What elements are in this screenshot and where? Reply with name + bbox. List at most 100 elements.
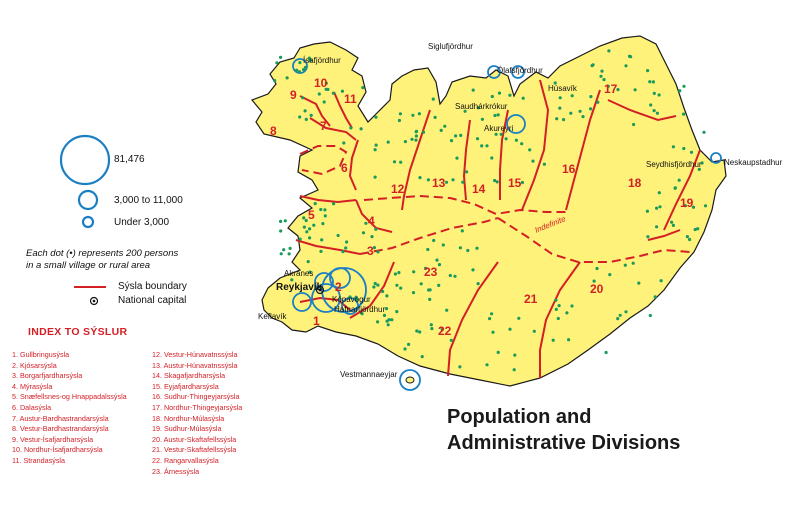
index-title: INDEX TO SÝSLUR [28, 326, 128, 338]
population-dot [309, 113, 313, 117]
index-entry: 6. Dalasýsla [12, 402, 52, 412]
population-dot [476, 106, 480, 110]
place-hafnarfjordhur: Hafnarfjördhur [334, 305, 386, 314]
population-dot [403, 140, 407, 144]
index-entry: 14. Skagafjardharsýsla [152, 371, 226, 381]
population-dot [374, 143, 378, 147]
population-dot [485, 363, 489, 367]
index-entry: 12. Vestur-Húnavatnssýsla [152, 350, 238, 359]
population-dot [657, 191, 661, 195]
population-dot [531, 159, 535, 163]
population-dot [562, 118, 566, 122]
population-dot [308, 58, 312, 63]
population-dot [298, 115, 302, 119]
population-dot [488, 317, 492, 321]
population-dot [443, 124, 447, 128]
population-dot [376, 320, 380, 324]
district-number: 17 [604, 82, 618, 96]
population-dot [304, 218, 308, 223]
district-number: 8 [270, 124, 277, 138]
population-dot [590, 64, 594, 68]
population-dot [454, 134, 458, 138]
legend-dot-note: Each dot (•) represents 200 persons in a… [26, 248, 256, 272]
district-number: 13 [432, 176, 446, 190]
population-dot [678, 89, 682, 93]
population-dot [491, 330, 495, 334]
legend: 81,476 3,000 to 11,000 Under 3,000 Each … [0, 0, 260, 506]
population-dot [390, 318, 394, 322]
population-dot [595, 266, 599, 271]
index-entry: 16. Sudhur-Thingeyjarsýsla [152, 392, 240, 402]
population-dot [279, 219, 283, 223]
place-husavik: Húsavík [548, 84, 577, 93]
population-dot [517, 316, 521, 320]
population-dot [455, 156, 459, 160]
population-dot [697, 167, 701, 171]
index-entry: 1. Gullbringusýsla [12, 350, 70, 359]
index-entry: 4. Mýrasýsla [12, 381, 53, 391]
population-dot [298, 61, 302, 65]
population-dot [287, 252, 291, 256]
population-dot [359, 127, 363, 131]
population-dot [671, 223, 676, 227]
population-dot [428, 297, 432, 301]
population-dot [395, 310, 399, 314]
index-entry: 21. Vestur-Skaftafellssýsla [152, 445, 237, 455]
population-dot [476, 282, 480, 286]
legend-capital-label: National capital [118, 295, 187, 306]
population-dot [471, 88, 475, 92]
population-dot [685, 235, 690, 239]
district-number: 2 [335, 280, 342, 294]
population-dot [466, 248, 470, 253]
population-dot [349, 126, 353, 130]
population-dot [306, 260, 310, 264]
population-dot [364, 221, 368, 225]
population-dot [465, 170, 469, 174]
district-number: 21 [524, 292, 538, 306]
population-dot [606, 84, 610, 88]
population-dot [514, 138, 519, 142]
population-dot [381, 289, 385, 294]
population-dot [410, 137, 414, 141]
population-dot [285, 76, 289, 80]
index-entry: 15. Eyjafjardharsýsla [152, 381, 219, 391]
population-dot [326, 87, 330, 91]
population-dot [497, 91, 502, 95]
population-dot [485, 144, 489, 148]
population-dot [417, 112, 421, 116]
population-dot [415, 329, 419, 333]
population-dot [399, 286, 403, 290]
district-number: 18 [628, 176, 642, 190]
population-dot [649, 103, 653, 107]
population-dot [361, 86, 365, 90]
population-dot [308, 270, 312, 274]
population-dot [554, 298, 558, 302]
index-entry: 2. Kjósarsýsla [12, 360, 57, 370]
population-dot [414, 129, 419, 133]
population-dot [657, 93, 661, 97]
population-dot [504, 137, 508, 141]
population-dot [475, 246, 479, 250]
population-dot [616, 88, 620, 92]
population-dot [445, 308, 449, 312]
population-dot [608, 273, 612, 277]
population-dot [336, 233, 340, 238]
population-dot [302, 225, 306, 229]
population-dot [332, 202, 336, 206]
population-dot [283, 219, 287, 223]
population-dot [279, 229, 283, 233]
population-dot [532, 329, 536, 333]
population-dot [673, 186, 678, 190]
population-dot [520, 142, 524, 146]
population-dot [558, 96, 562, 100]
population-dot [624, 64, 628, 68]
population-dot [397, 118, 401, 123]
population-dot [490, 312, 494, 316]
population-dot [412, 270, 416, 274]
population-dot [508, 327, 512, 331]
place-akranes: Akranes [284, 269, 314, 278]
district-number: 6 [341, 161, 348, 175]
population-dot [599, 74, 603, 78]
place-siglufjordhur: Siglufjördhur [428, 42, 473, 51]
